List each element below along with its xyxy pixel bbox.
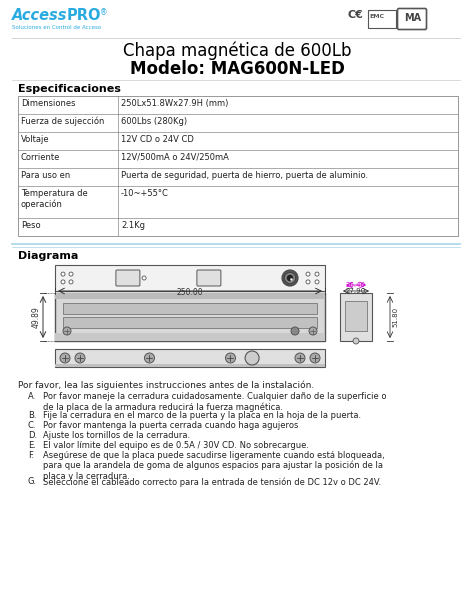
Text: G.: G. (28, 478, 37, 487)
Text: Modelo: MAG600N-LED: Modelo: MAG600N-LED (129, 60, 345, 78)
Text: 12V CD o 24V CD: 12V CD o 24V CD (121, 135, 194, 144)
Text: 250Lx51.8Wx27.9H (mm): 250Lx51.8Wx27.9H (mm) (121, 99, 228, 108)
Text: Corriente: Corriente (21, 153, 60, 162)
Text: B.: B. (28, 411, 36, 419)
Text: Temperatura de
operación: Temperatura de operación (21, 189, 88, 209)
Circle shape (291, 327, 299, 335)
Circle shape (145, 353, 155, 363)
Text: Chapa magnética de 600Lb: Chapa magnética de 600Lb (123, 42, 351, 61)
Text: -10~+55°C: -10~+55°C (121, 189, 169, 198)
Text: PRO: PRO (67, 8, 101, 23)
Circle shape (201, 276, 206, 280)
Circle shape (353, 338, 359, 344)
FancyBboxPatch shape (197, 270, 221, 286)
Circle shape (306, 272, 310, 276)
Bar (18, 96, 458, 236)
Text: 250.00: 250.00 (177, 288, 203, 297)
Text: 2.1Kg: 2.1Kg (121, 221, 145, 230)
Circle shape (309, 327, 317, 335)
Text: Puerta de seguridad, puerta de hierro, puerta de aluminio.: Puerta de seguridad, puerta de hierro, p… (121, 171, 368, 180)
Circle shape (61, 280, 65, 284)
Text: Por favor mantenga la puerta cerrada cuando haga agujeros: Por favor mantenga la puerta cerrada cua… (43, 421, 298, 430)
Circle shape (69, 272, 73, 276)
Circle shape (284, 273, 295, 283)
Text: C.: C. (28, 421, 36, 430)
Circle shape (282, 270, 298, 286)
Text: Voltaje: Voltaje (21, 135, 50, 144)
Text: Ajuste los tornillos de la cerradura.: Ajuste los tornillos de la cerradura. (43, 430, 190, 440)
Text: F.: F. (28, 451, 34, 460)
Circle shape (63, 327, 71, 335)
Bar (55, 293, 325, 341)
Circle shape (60, 353, 70, 363)
Text: Access: Access (12, 8, 67, 23)
Bar (55, 293, 325, 299)
Text: EMC: EMC (369, 14, 384, 19)
Text: 26.40: 26.40 (346, 282, 366, 288)
FancyBboxPatch shape (398, 9, 427, 29)
Text: Por favor maneje la cerradura cuidadosamente. Cualquier daño de la superficie o
: Por favor maneje la cerradura cuidadosam… (43, 392, 386, 412)
Circle shape (75, 353, 85, 363)
Text: A.: A. (28, 392, 36, 401)
Circle shape (287, 275, 293, 281)
Circle shape (142, 276, 146, 280)
Bar (55, 333, 325, 341)
Text: Por favor, lea las siguientes instrucciones antes de la instalación.: Por favor, lea las siguientes instruccio… (18, 381, 314, 390)
Text: EMC: EMC (369, 22, 378, 26)
FancyBboxPatch shape (116, 270, 140, 286)
Bar (63, 303, 317, 314)
Text: Fuerza de sujección: Fuerza de sujección (21, 117, 104, 126)
Circle shape (310, 353, 320, 363)
Text: Peso: Peso (21, 221, 41, 230)
Text: 49.89: 49.89 (32, 306, 41, 328)
Text: El valor límite del equipo es de 0.5A / 30V CD. No sobrecargue.: El valor límite del equipo es de 0.5A / … (43, 441, 309, 449)
Text: 51.80: 51.80 (392, 307, 398, 327)
Text: Seleccione el cableado correcto para la entrada de tensión de DC 12v o DC 24V.: Seleccione el cableado correcto para la … (43, 478, 381, 487)
Text: Dimensiones: Dimensiones (21, 99, 75, 108)
Bar (55, 349, 325, 367)
Circle shape (226, 353, 236, 363)
Text: Fije la cerradura en el marco de la puerta y la placa en la hoja de la puerta.: Fije la cerradura en el marco de la puer… (43, 411, 361, 419)
Circle shape (306, 280, 310, 284)
Circle shape (291, 278, 292, 281)
Circle shape (245, 351, 259, 365)
Text: Asegúrese de que la placa puede sacudirse ligeramente cuando está bloqueada,
par: Asegúrese de que la placa puede sacudirs… (43, 451, 385, 481)
Text: ®: ® (100, 8, 108, 17)
Bar (345, 301, 367, 331)
Bar (55, 265, 325, 291)
Circle shape (61, 272, 65, 276)
Text: C€: C€ (348, 10, 364, 20)
Bar (55, 293, 325, 298)
Text: MA: MA (404, 13, 421, 23)
Bar (63, 317, 317, 328)
Circle shape (315, 272, 319, 276)
Text: E.: E. (28, 441, 36, 449)
Circle shape (295, 353, 305, 363)
Text: 27.90: 27.90 (346, 288, 366, 294)
Text: Soluciones en Control de Acceso: Soluciones en Control de Acceso (12, 25, 101, 30)
Circle shape (69, 280, 73, 284)
Text: 600Lbs (280Kg): 600Lbs (280Kg) (121, 117, 187, 126)
Text: Diagrama: Diagrama (18, 251, 78, 261)
Text: 12V/500mA o 24V/250mA: 12V/500mA o 24V/250mA (121, 153, 229, 162)
FancyBboxPatch shape (368, 10, 396, 28)
Circle shape (315, 280, 319, 284)
Text: D.: D. (28, 430, 37, 440)
Bar (55, 364, 325, 367)
Text: Para uso en: Para uso en (21, 171, 70, 180)
Text: Especificaciones: Especificaciones (18, 84, 121, 94)
Bar (340, 293, 372, 341)
